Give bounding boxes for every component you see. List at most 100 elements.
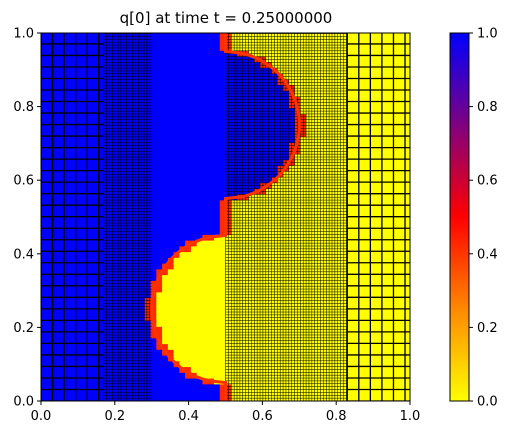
field-cell — [346, 182, 353, 189]
field-cell — [375, 228, 382, 235]
field-cell — [162, 274, 169, 281]
field-cell — [248, 44, 255, 51]
field-cell — [167, 199, 175, 207]
field-cell — [352, 107, 359, 115]
field-cell — [358, 56, 365, 63]
field-cell — [381, 280, 388, 287]
field-cell — [190, 217, 198, 224]
field-cell — [81, 211, 88, 218]
field-cell — [202, 372, 209, 379]
field-cell — [190, 297, 198, 304]
field-cell — [208, 159, 215, 166]
field-cell — [225, 38, 232, 46]
field-cell — [150, 125, 157, 132]
field-cell — [173, 332, 180, 339]
field-cell — [300, 383, 307, 391]
field-cell — [381, 153, 388, 161]
field-cell — [352, 332, 359, 339]
field-cell — [363, 314, 371, 322]
field-cell — [75, 79, 82, 86]
field-cell — [167, 372, 175, 379]
field-cell — [98, 286, 106, 293]
field-cell — [52, 182, 59, 189]
field-cell — [329, 372, 336, 379]
field-cell — [369, 38, 377, 46]
field-cell — [202, 314, 209, 322]
field-cell — [352, 119, 359, 126]
field-cell — [156, 188, 163, 195]
field-cell — [352, 309, 359, 316]
field-cell — [213, 130, 221, 138]
field-cell — [219, 84, 227, 92]
field-cell — [352, 366, 359, 373]
field-cell — [52, 395, 59, 401]
field-cell — [352, 268, 359, 276]
field-cell — [173, 61, 180, 69]
field-cell — [69, 44, 77, 51]
field-cell — [225, 383, 232, 391]
field-cell — [46, 79, 54, 86]
field-cell — [156, 355, 163, 362]
field-cell — [404, 125, 410, 132]
field-cell — [64, 245, 71, 253]
field-cell — [179, 148, 186, 155]
field-cell — [265, 389, 273, 396]
field-cell — [352, 245, 359, 253]
field-cell — [98, 349, 106, 356]
field-cell — [150, 343, 157, 350]
field-cell — [375, 136, 382, 143]
field-cell — [162, 205, 169, 212]
field-cell — [52, 291, 59, 299]
field-cell — [46, 142, 54, 149]
field-cell — [398, 383, 405, 391]
field-cell — [369, 240, 377, 247]
x-tick-label: 0.6 — [252, 409, 273, 424]
field-cell — [208, 395, 215, 401]
field-cell — [404, 268, 410, 276]
field-cell — [196, 309, 204, 316]
field-cell — [369, 182, 377, 189]
field-cell — [162, 136, 169, 143]
field-cell — [150, 228, 157, 235]
field-cell — [375, 130, 382, 138]
field-cell — [363, 79, 371, 86]
field-cell — [41, 383, 48, 391]
field-cell — [386, 67, 394, 74]
field-cell — [46, 107, 54, 115]
field-cell — [288, 38, 296, 46]
field-cell — [369, 349, 377, 356]
field-cell — [162, 303, 169, 310]
field-cell — [213, 182, 221, 189]
field-cell — [185, 378, 192, 385]
field-cell — [75, 257, 82, 264]
field-cell — [392, 107, 400, 115]
field-cell — [213, 159, 221, 166]
field-cell — [208, 366, 215, 373]
field-cell — [46, 228, 54, 235]
field-cell — [110, 378, 117, 385]
field-cell — [398, 268, 405, 276]
field-cell — [173, 355, 180, 362]
field-cell — [369, 194, 377, 201]
field-cell — [167, 142, 175, 149]
field-cell — [58, 61, 65, 69]
field-cell — [404, 332, 410, 339]
field-cell — [352, 314, 359, 322]
field-cell — [162, 182, 169, 189]
field-cell — [98, 366, 106, 373]
field-cell — [392, 291, 400, 299]
field-cell — [173, 280, 180, 287]
field-cell — [369, 360, 377, 368]
field-cell — [162, 119, 169, 126]
field-cell — [75, 291, 82, 299]
field-cell — [87, 372, 94, 379]
field-cell — [363, 142, 371, 149]
field-cell — [87, 337, 94, 345]
field-cell — [363, 337, 371, 345]
field-cell — [352, 130, 359, 138]
field-cell — [127, 383, 134, 391]
field-cell — [386, 240, 394, 247]
field-cell — [363, 165, 371, 172]
field-cell — [167, 125, 175, 132]
field-cell — [398, 130, 405, 138]
